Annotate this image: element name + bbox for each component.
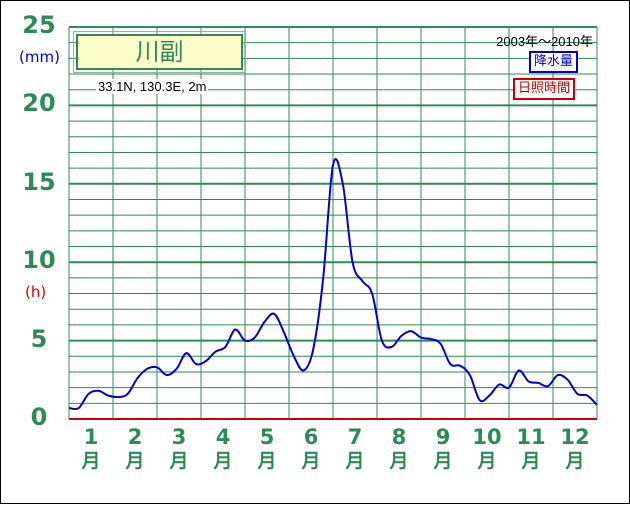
y-tick-label: 25 <box>22 11 56 39</box>
legend-sunshine: 日照時間 <box>513 78 576 100</box>
month-unit: 月 <box>257 450 277 472</box>
month-number: 10 <box>472 425 502 449</box>
month-unit: 月 <box>345 450 365 472</box>
month-number: 2 <box>127 425 143 449</box>
month-unit: 月 <box>81 450 101 472</box>
month-unit: 月 <box>565 450 585 472</box>
period-label: 2003年～2010年 <box>496 34 593 49</box>
x-tick-label: 10 月 <box>467 425 507 473</box>
precipitation-unit-label: (mm) <box>19 48 60 66</box>
month-unit: 月 <box>169 450 189 472</box>
y-tick-label: 10 <box>22 246 56 275</box>
month-unit: 月 <box>477 450 497 472</box>
grid <box>68 26 598 420</box>
month-number: 8 <box>391 425 407 449</box>
y-tick-label: 15 <box>22 167 56 196</box>
month-number: 4 <box>215 425 231 449</box>
x-tick-label: 12 月 <box>555 425 595 473</box>
sunshine-unit-label: (h) <box>25 283 47 301</box>
chart-title: 川副 <box>73 31 246 73</box>
month-number: 6 <box>303 425 319 449</box>
y-tick-label: 20 <box>22 89 56 118</box>
series-line-precipitation <box>68 158 598 411</box>
month-unit: 月 <box>125 450 145 472</box>
month-unit: 月 <box>213 450 233 472</box>
month-number: 5 <box>259 425 275 449</box>
y-tick-label: 5 <box>30 324 48 353</box>
month-unit: 月 <box>301 450 321 472</box>
month-unit: 月 <box>521 450 541 472</box>
x-tick-label: 11 月 <box>511 425 551 473</box>
month-number: 11 <box>516 425 546 449</box>
month-unit: 月 <box>389 450 409 472</box>
month-number: 1 <box>83 425 99 449</box>
month-number: 12 <box>560 425 590 449</box>
location-coordinates: 33.1N, 130.3E, 2m <box>96 79 209 94</box>
month-number: 9 <box>435 425 451 449</box>
month-number: 7 <box>347 425 363 449</box>
month-number: 3 <box>171 425 187 449</box>
y-tick-label: 0 <box>30 403 48 431</box>
legend-precipitation: 降水量 <box>529 51 579 73</box>
data-marks <box>68 158 598 411</box>
month-unit: 月 <box>433 450 453 472</box>
